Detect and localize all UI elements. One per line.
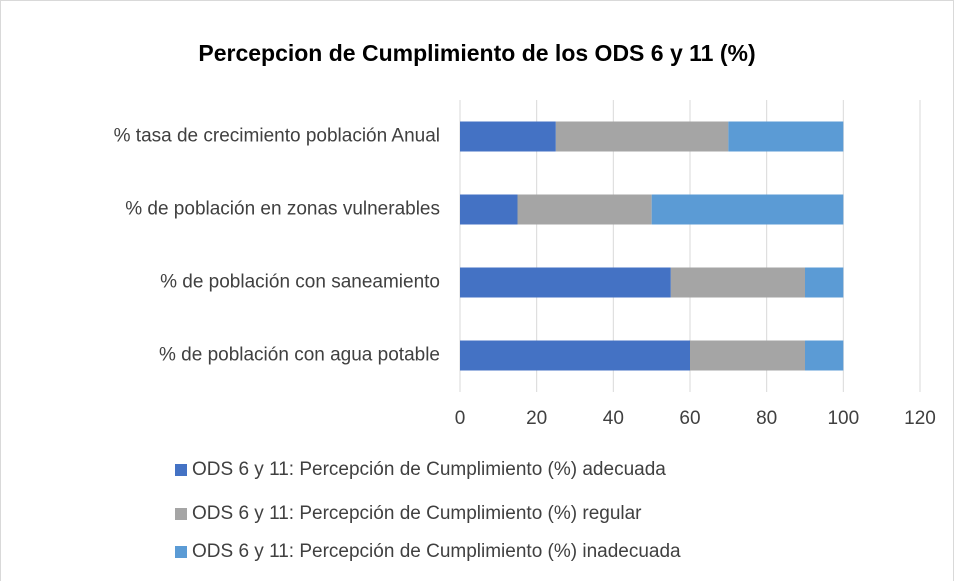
bar-segment [690, 340, 805, 371]
bar-segment [805, 340, 844, 371]
x-tick-label: 40 [603, 408, 624, 429]
x-tick-label: 60 [679, 408, 700, 429]
bar-segment [555, 121, 729, 152]
bar-segment [460, 340, 690, 371]
legend-swatch [175, 464, 187, 476]
legend-label: ODS 6 y 11: Percepción de Cumplimiento (… [192, 503, 642, 524]
bar-segment [460, 121, 556, 152]
y-tick-label: % de población con agua potable [159, 345, 440, 366]
x-tick-label: 80 [756, 408, 777, 429]
y-tick-label: % de población con saneamiento [160, 272, 440, 293]
bar-segment [728, 121, 844, 152]
bar-segment [805, 267, 844, 298]
bar-segment [517, 194, 652, 225]
y-tick-label: % tasa de crecimiento población Anual [114, 126, 440, 147]
legend-label: ODS 6 y 11: Percepción de Cumplimiento (… [192, 541, 681, 562]
x-tick-label: 0 [455, 408, 466, 429]
y-tick-label: % de población en zonas vulnerables [125, 199, 440, 220]
bar-segment [651, 194, 844, 225]
bar-segment [460, 194, 518, 225]
x-tick-label: 120 [904, 408, 936, 429]
bar-segment [670, 267, 805, 298]
bar-segment [460, 267, 671, 298]
x-tick-label: 100 [827, 408, 859, 429]
x-tick-label: 20 [526, 408, 547, 429]
legend-swatch [175, 546, 187, 558]
legend-label: ODS 6 y 11: Percepción de Cumplimiento (… [192, 459, 666, 480]
legend-swatch [175, 508, 187, 520]
chart-title: Percepcion de Cumplimiento de los ODS 6 … [198, 40, 755, 66]
